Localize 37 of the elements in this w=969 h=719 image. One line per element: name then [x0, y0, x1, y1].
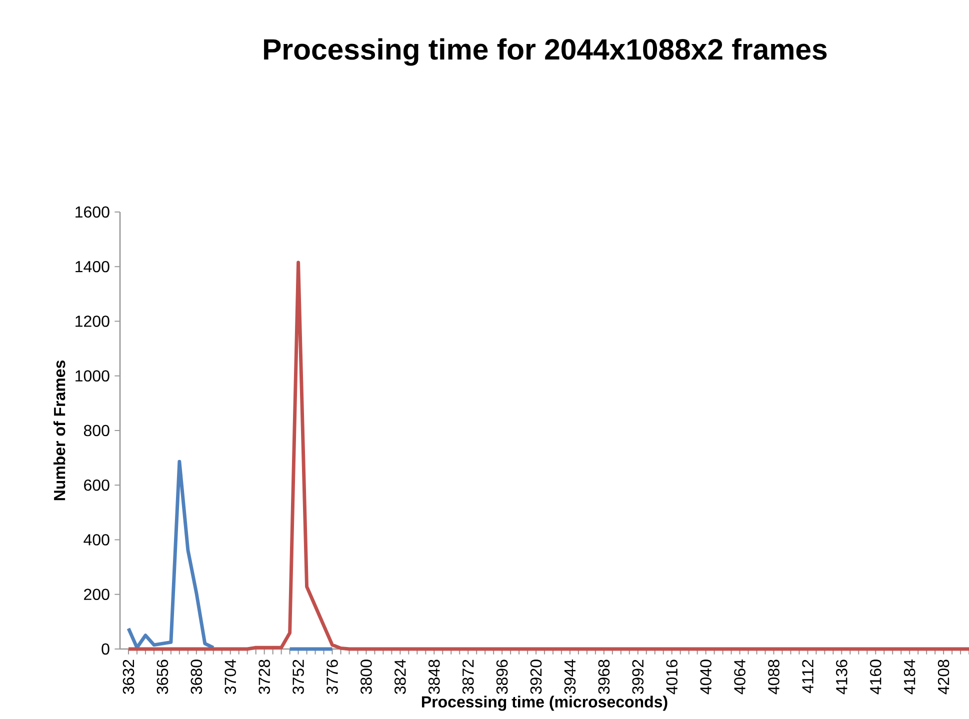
- y-tick-label: 1200: [76, 316, 110, 327]
- x-tick-label: 4208: [938, 660, 950, 694]
- x-tick-label: 3680: [190, 660, 202, 694]
- x-tick-label: 4160: [870, 660, 882, 694]
- y-tick-label: 200: [84, 588, 110, 600]
- x-tick-label: 3896: [496, 660, 508, 694]
- x-tick-label: 3968: [598, 660, 610, 694]
- x-tick-label: 3632: [122, 660, 134, 694]
- x-tick-label: 3920: [530, 660, 542, 694]
- x-tick-label: 3800: [360, 660, 372, 694]
- x-tick-label: 3752: [292, 660, 304, 694]
- x-tick-label: 3944: [564, 660, 576, 694]
- x-tick-label: 3992: [632, 660, 644, 694]
- x-tick-label: 4112: [802, 660, 814, 694]
- x-tick-label: 3728: [258, 660, 270, 694]
- x-axis-title: Processing time (microseconds): [422, 696, 668, 711]
- x-tick-label: 4064: [734, 660, 746, 694]
- y-axis-title: Number of Frames: [53, 360, 66, 500]
- y-tick-label: 600: [84, 479, 110, 491]
- x-tick-label: 3848: [428, 660, 440, 694]
- chart-title: Processing time for 2044x1088x2 frames: [264, 38, 827, 66]
- x-tick-label: 3704: [224, 660, 236, 694]
- x-tick-label: 3824: [394, 660, 406, 694]
- y-tick-label: 0: [102, 643, 110, 655]
- x-tick-label: 3656: [156, 660, 168, 694]
- x-tick-label: 4136: [836, 660, 848, 694]
- x-tick-label: 4088: [768, 660, 780, 694]
- x-tick-label: 3776: [326, 660, 338, 694]
- y-tick-label: 400: [84, 534, 110, 546]
- y-tick-label: 1000: [76, 370, 110, 382]
- y-tick-label: 1600: [76, 206, 110, 218]
- y-tick-label: 1400: [76, 260, 110, 272]
- x-tick-label: 4184: [904, 660, 916, 694]
- x-tick-label: 3872: [462, 660, 474, 694]
- y-tick-label: 800: [84, 424, 110, 436]
- x-tick-label: 4016: [666, 660, 678, 694]
- x-tick-label: 4040: [700, 660, 712, 694]
